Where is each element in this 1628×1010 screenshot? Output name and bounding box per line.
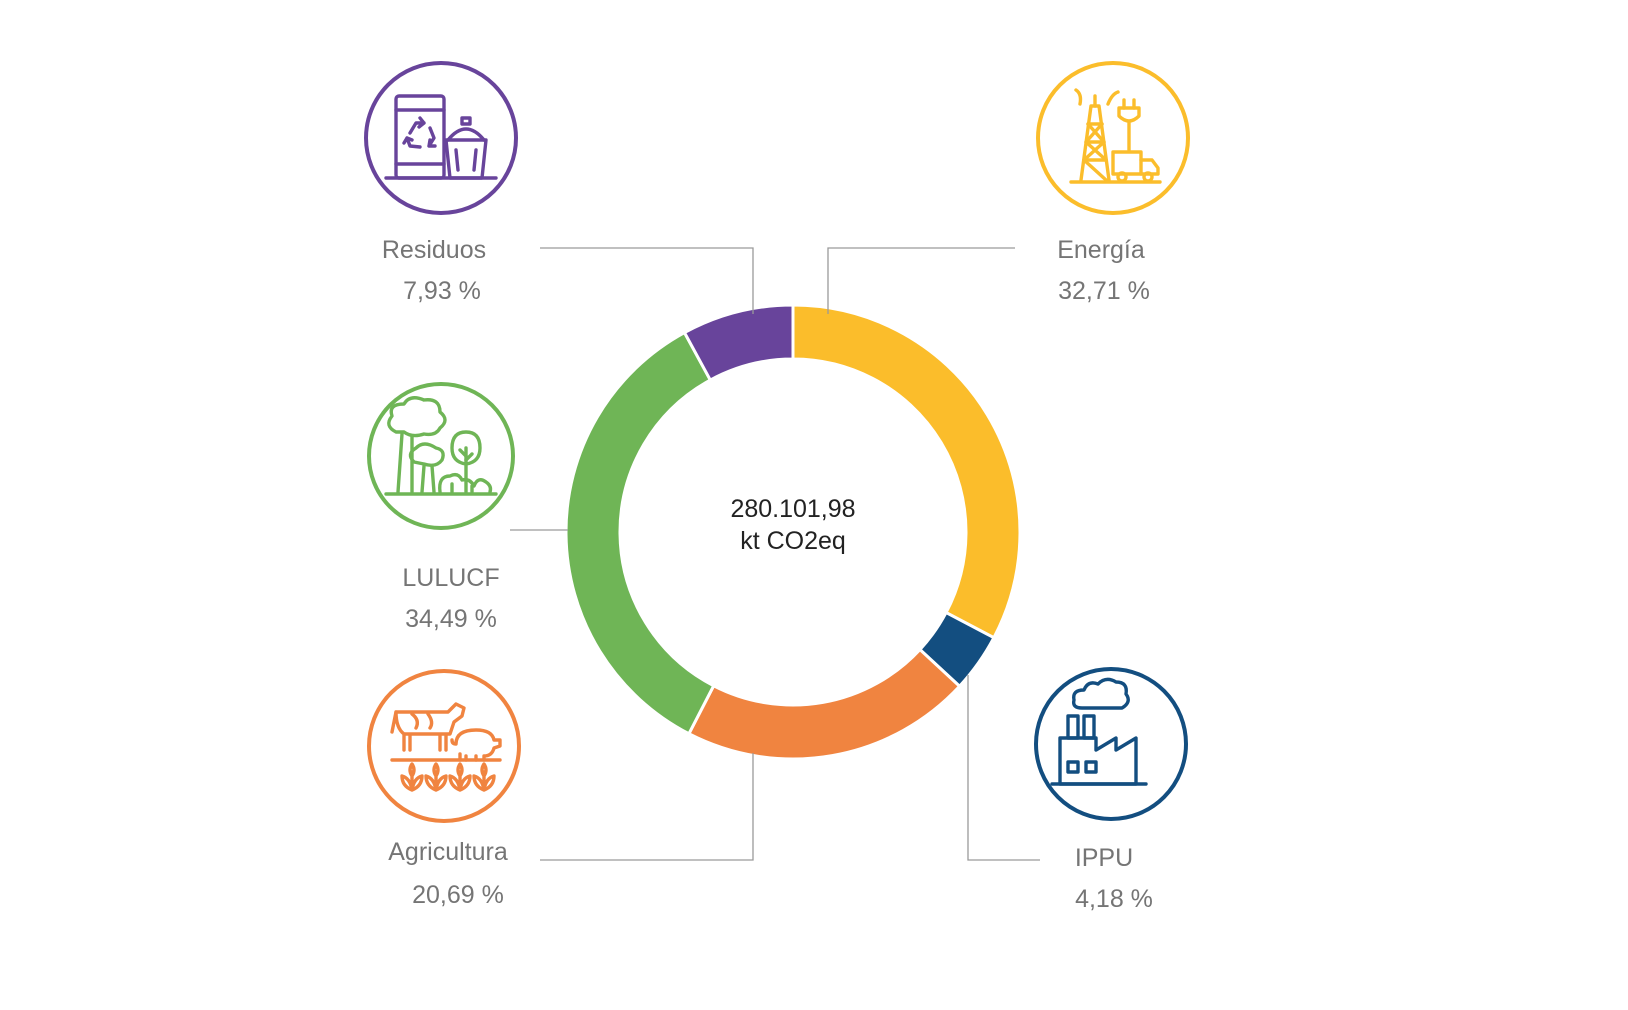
leader-line-agricultura	[540, 753, 754, 861]
slice-lulucf	[564, 330, 716, 736]
label-ippu: IPPU	[1075, 844, 1133, 872]
leader-line-residuos	[540, 247, 754, 314]
label-energia: Energía	[1057, 236, 1145, 264]
donut-slices	[564, 303, 1022, 761]
label-lulucf: LULUCF	[402, 564, 499, 592]
oil-derrick-plug-truck-icon	[1036, 61, 1190, 215]
recycle-bin-icon	[364, 61, 518, 215]
slice-agricultura	[686, 647, 962, 761]
pct-lulucf: 34,49 %	[405, 605, 497, 633]
trees-icon	[367, 382, 515, 530]
cow-pig-crops-icon	[367, 669, 521, 823]
leader-line-energia	[827, 247, 1015, 314]
leader-line-ippu	[967, 675, 1040, 861]
pct-agricultura: 20,69 %	[412, 881, 504, 909]
label-residuos: Residuos	[382, 236, 486, 264]
factory-icon	[1034, 667, 1188, 821]
slice-energia	[791, 303, 1022, 640]
center-value: 280.101,98	[730, 495, 855, 523]
pct-residuos: 7,93 %	[403, 277, 481, 305]
pct-energia: 32,71 %	[1058, 277, 1150, 305]
center-unit: kt CO2eq	[740, 527, 846, 555]
slice-residuos	[682, 303, 795, 383]
pct-ippu: 4,18 %	[1075, 885, 1153, 913]
label-agricultura: Agricultura	[388, 838, 508, 866]
